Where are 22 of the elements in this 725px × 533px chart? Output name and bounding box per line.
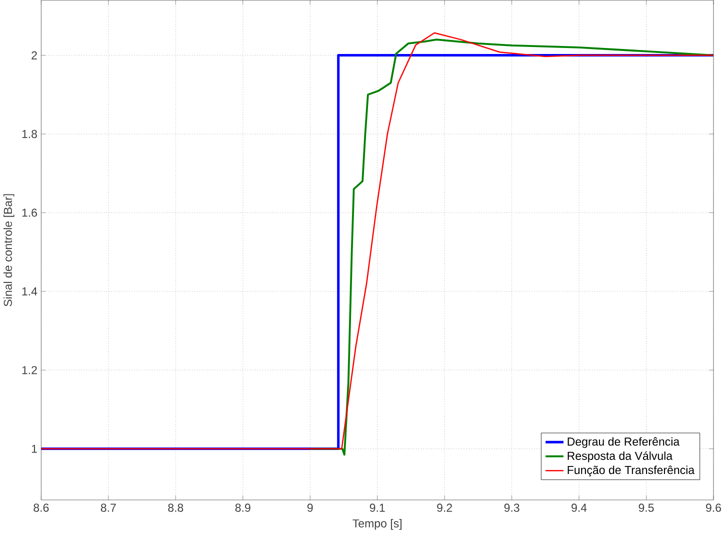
y-tick-label: 1.6 [22, 208, 37, 217]
y-tick-label: 1.2 [22, 366, 37, 374]
y-tick-label: 1 [32, 444, 37, 453]
x-tick-label: 9.3 [504, 504, 520, 512]
x-tick-label: 9.4 [572, 504, 587, 512]
legend-label: Função de Transferência [568, 465, 695, 476]
y-axis-title: Sinal de controle [Bar] [4, 194, 14, 306]
y-tick-label: 2 [32, 51, 37, 60]
x-tick-label: 8.7 [100, 504, 116, 512]
x-tick-label: 9.1 [370, 504, 385, 512]
x-tick-label: 9.2 [437, 504, 452, 512]
x-tick-label: 8.8 [168, 504, 184, 512]
x-tick-label: 9.5 [638, 504, 654, 512]
legend-label: Degrau de Referência [568, 437, 680, 448]
x-tick-label: 8.9 [235, 504, 250, 512]
x-tick-label: 9.6 [706, 504, 721, 512]
x-tick-label: 8.6 [34, 504, 49, 512]
x-tick-label: 9 [307, 504, 313, 512]
y-tick-label: 1.4 [22, 287, 38, 296]
legend-label: Resposta da Válvula [568, 451, 673, 462]
x-axis-title: Tempo [s] [352, 518, 402, 530]
y-tick-label: 1.8 [22, 130, 37, 138]
